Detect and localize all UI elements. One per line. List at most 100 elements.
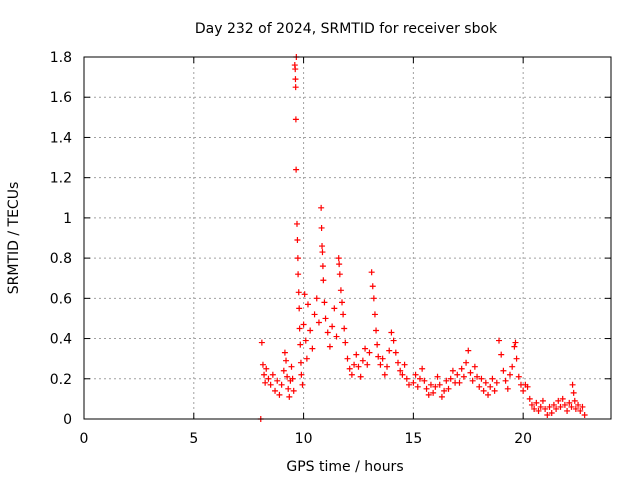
data-point bbox=[369, 283, 376, 290]
data-point bbox=[283, 357, 290, 364]
data-point bbox=[337, 287, 344, 294]
data-point bbox=[414, 383, 421, 390]
data-point bbox=[355, 363, 362, 370]
data-point bbox=[449, 367, 456, 374]
data-point bbox=[555, 397, 562, 404]
data-point bbox=[496, 337, 503, 344]
data-point bbox=[292, 76, 299, 83]
data-point bbox=[322, 315, 329, 322]
data-point bbox=[395, 359, 402, 366]
data-point bbox=[364, 361, 371, 368]
data-point bbox=[471, 363, 478, 370]
data-point bbox=[346, 365, 353, 372]
data-point bbox=[476, 383, 483, 390]
data-point bbox=[302, 337, 309, 344]
data-point bbox=[546, 403, 553, 410]
data-point bbox=[295, 289, 302, 296]
data-point bbox=[388, 329, 395, 336]
data-point bbox=[329, 323, 336, 330]
data-point bbox=[480, 387, 487, 394]
data-point bbox=[512, 339, 519, 346]
data-point bbox=[319, 263, 326, 270]
data-point bbox=[311, 311, 318, 318]
data-point bbox=[373, 327, 380, 334]
data-point bbox=[566, 399, 573, 406]
data-point bbox=[286, 393, 293, 400]
data-point bbox=[401, 361, 408, 368]
grid bbox=[84, 57, 611, 419]
data-point bbox=[265, 375, 272, 382]
data-point bbox=[571, 397, 578, 404]
data-point bbox=[485, 391, 492, 398]
data-point bbox=[520, 387, 527, 394]
y-tick-label: 1.4 bbox=[50, 130, 72, 146]
axis-ticks bbox=[83, 56, 611, 420]
data-point bbox=[341, 325, 348, 332]
data-point bbox=[281, 349, 288, 356]
data-point bbox=[299, 381, 306, 388]
data-point bbox=[278, 381, 285, 388]
y-tick-label: 0.4 bbox=[50, 332, 72, 348]
data-point bbox=[290, 387, 297, 394]
data-point bbox=[304, 301, 311, 308]
data-point bbox=[544, 411, 551, 418]
y-tick-labels: 0 0.2 0.4 0.6 0.8 1 1.2 1.4 1.6 1.8 bbox=[50, 50, 72, 428]
data-point bbox=[344, 355, 351, 362]
data-point bbox=[357, 373, 364, 380]
data-point bbox=[559, 395, 566, 402]
data-point bbox=[430, 389, 437, 396]
data-point bbox=[423, 385, 430, 392]
data-point bbox=[340, 311, 347, 318]
data-point bbox=[561, 401, 568, 408]
data-point bbox=[374, 341, 381, 348]
data-point bbox=[535, 407, 542, 414]
data-point bbox=[526, 395, 533, 402]
data-point bbox=[370, 295, 377, 302]
data-point bbox=[294, 237, 301, 244]
data-points bbox=[257, 54, 588, 422]
data-point bbox=[463, 359, 470, 366]
data-point bbox=[467, 369, 474, 376]
data-point bbox=[425, 391, 432, 398]
y-tick-label: 1.8 bbox=[50, 50, 72, 66]
data-point bbox=[336, 261, 343, 268]
data-point bbox=[296, 325, 303, 332]
data-point bbox=[292, 66, 299, 73]
data-point bbox=[509, 363, 516, 370]
data-point bbox=[296, 305, 303, 312]
data-point bbox=[443, 377, 450, 384]
data-point bbox=[487, 383, 494, 390]
data-point bbox=[339, 299, 346, 306]
y-tick-label: 1.2 bbox=[50, 171, 72, 187]
data-point bbox=[465, 347, 472, 354]
data-point bbox=[280, 367, 287, 374]
x-tick-label: 10 bbox=[295, 431, 313, 447]
data-point bbox=[447, 375, 454, 382]
data-point bbox=[500, 367, 507, 374]
data-point bbox=[298, 371, 305, 378]
plot-frame bbox=[83, 56, 612, 420]
data-point bbox=[288, 363, 295, 370]
data-point bbox=[324, 329, 331, 336]
data-point bbox=[307, 327, 314, 334]
data-point bbox=[276, 391, 283, 398]
data-point bbox=[524, 383, 531, 390]
data-point bbox=[261, 371, 268, 378]
data-point bbox=[262, 379, 269, 386]
data-point bbox=[333, 333, 340, 340]
y-tick-label: 0.8 bbox=[50, 251, 72, 267]
y-tick-label: 0.6 bbox=[50, 291, 72, 307]
data-point bbox=[445, 385, 452, 392]
data-point bbox=[381, 371, 388, 378]
data-point bbox=[474, 373, 481, 380]
data-point bbox=[300, 321, 307, 328]
data-point bbox=[318, 224, 325, 231]
data-point bbox=[575, 401, 582, 408]
data-point bbox=[301, 291, 308, 298]
data-point bbox=[569, 381, 576, 388]
data-point bbox=[553, 405, 560, 412]
y-tick-label: 0 bbox=[63, 412, 72, 428]
data-point bbox=[321, 299, 328, 306]
data-point bbox=[293, 220, 300, 227]
data-point bbox=[258, 339, 265, 346]
